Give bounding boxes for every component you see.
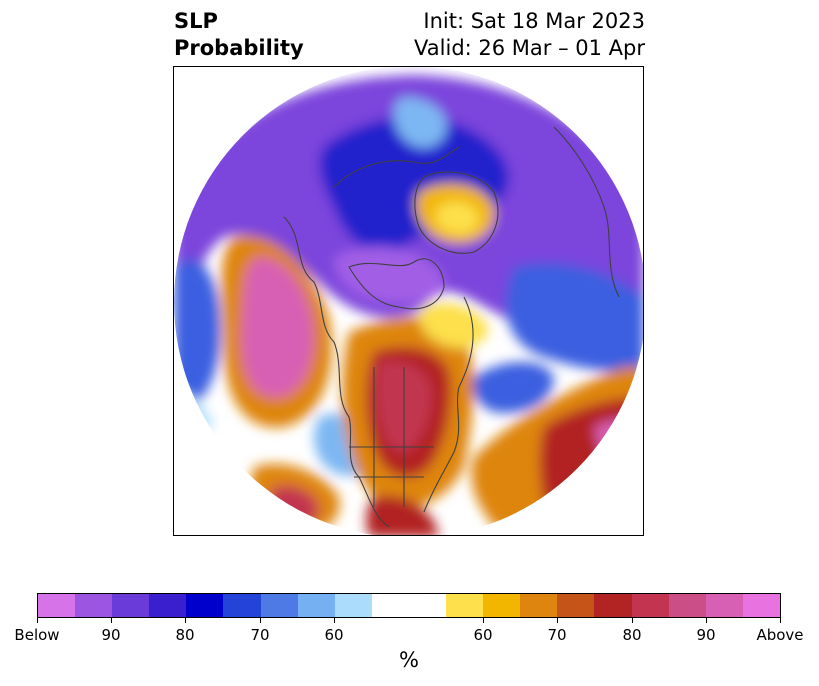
coast-arctic-islands [333, 146, 460, 188]
colorbar-segment [38, 594, 76, 617]
colorbar-segment [705, 594, 743, 617]
colorbar-segment [631, 594, 669, 617]
colorbar-segment [223, 594, 261, 617]
valid-range: Valid: 26 Mar – 01 Apr [414, 36, 645, 60]
colorbar-tick [780, 618, 781, 623]
colorbar-segment [557, 594, 595, 617]
colorbar-label: % [399, 648, 419, 672]
colorbar-tick [632, 618, 633, 623]
colorbar-tick-label: 80 [622, 626, 642, 644]
colorbar-tick [483, 618, 484, 623]
below-region-lightblue [394, 97, 447, 148]
colorbar-tick [706, 618, 707, 623]
above-region-pacific-core [241, 257, 314, 398]
colorbar-tick-label: 90 [101, 626, 121, 644]
colorbar-segment [149, 594, 187, 617]
colorbar-tick-label: Above [756, 626, 804, 644]
colorbar-tick [185, 618, 186, 623]
colorbar-tick [334, 618, 335, 623]
colorbar-tick [37, 618, 38, 623]
colorbar-segment [186, 594, 224, 617]
title-slp: SLP [174, 9, 218, 33]
colorbar-segment [297, 594, 335, 617]
colorbar-segment [75, 594, 113, 617]
colorbar-tick-label: 60 [324, 626, 344, 644]
colorbar-segment [668, 594, 706, 617]
colorbar-tick-label: Below [14, 626, 60, 644]
colorbar-segment [742, 594, 780, 617]
colorbar [37, 593, 781, 618]
map-panel [173, 66, 644, 536]
colorbar-segment [483, 594, 521, 617]
above-region-gulf [366, 496, 439, 535]
coast-hudson-bay [348, 258, 445, 310]
colorbar-tick-label: 70 [250, 626, 270, 644]
polar-projection-map [174, 67, 643, 535]
colorbar-segment [446, 594, 484, 617]
colorbar-tick-label: 70 [547, 626, 567, 644]
coast-east-america [423, 296, 474, 513]
init-date: Init: Sat 18 Mar 2023 [423, 9, 645, 33]
above-region-hudson-yellow [420, 303, 489, 349]
title-probability: Probability [174, 36, 304, 60]
coastlines [283, 126, 620, 528]
colorbar-segment [260, 594, 298, 617]
colorbar-tick-label: 60 [473, 626, 493, 644]
chart-title-right: Init: Sat 18 Mar 2023 Valid: 26 Mar – 01… [414, 8, 645, 62]
below-region-east-blue [506, 263, 643, 372]
below-region-atlantic [472, 362, 554, 413]
colorbar-neutral-segment [371, 594, 447, 617]
below-region-west-edge [174, 259, 221, 407]
chart-title-left: SLP Probability [174, 8, 304, 62]
colorbar-tick [260, 618, 261, 623]
colorbar-tick-label: 90 [696, 626, 716, 644]
colorbar-segment [594, 594, 632, 617]
probability-field [174, 67, 643, 535]
coast-greenland [414, 171, 499, 254]
colorbar-tick-label: 80 [175, 626, 195, 644]
above-region-greenland-core [435, 201, 479, 234]
colorbar-segment [520, 594, 558, 617]
colorbar-segment [112, 594, 150, 617]
above-region-east-atlantic-pink [594, 418, 643, 497]
colorbar-tick [557, 618, 558, 623]
colorbar-segment [334, 594, 372, 617]
us-state-lines [349, 367, 434, 507]
colorbar-tick [111, 618, 112, 623]
coast-eurasia [553, 126, 620, 298]
